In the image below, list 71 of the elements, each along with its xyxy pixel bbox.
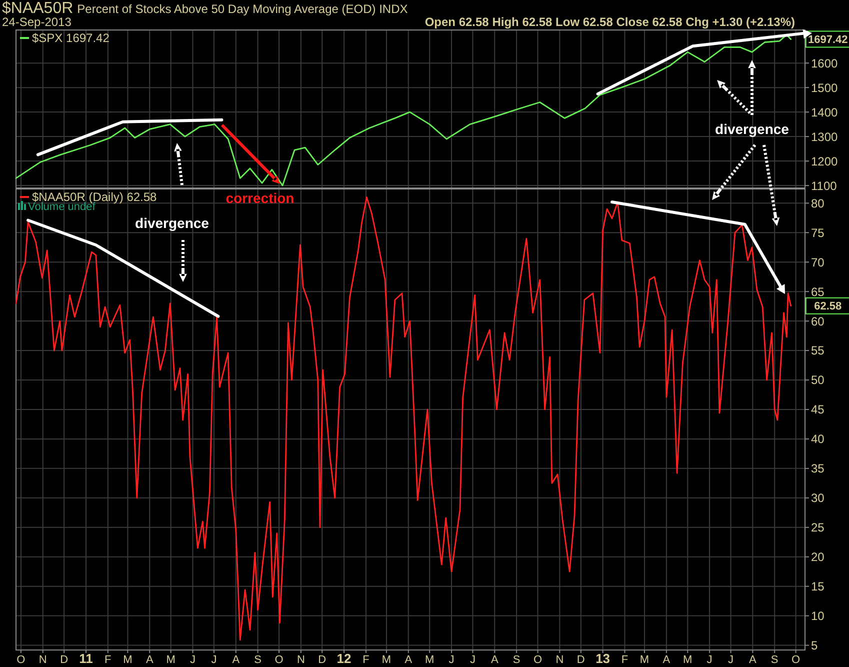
legend-label: $SPX 1697.42 [32, 31, 110, 45]
x-tick-label: A [662, 654, 671, 666]
x-tick-label: A [404, 654, 413, 666]
x-tick-label: J [448, 654, 454, 666]
x-tick-label: J [470, 654, 476, 666]
x-tick-label: 13 [596, 651, 610, 666]
y-tick-label: 55 [811, 344, 825, 358]
annotation: 62.58 [814, 300, 842, 313]
x-tick-label: 11 [79, 651, 93, 666]
y-tick-label: 35 [811, 462, 825, 476]
chart-title: $NAA50R [2, 0, 74, 17]
y-tick-label: 80 [811, 196, 825, 210]
x-tick-label: J [211, 654, 217, 666]
annotation: divergence [715, 121, 790, 137]
y-tick-label: 25 [811, 520, 825, 535]
y-tick-label: 15 [811, 580, 825, 594]
y-tick-label: 10 [811, 609, 825, 624]
x-tick-label: M [425, 654, 434, 666]
y-tick-label: 70 [811, 255, 825, 270]
x-tick-label: A [232, 654, 240, 666]
x-tick-label: A [146, 654, 154, 666]
y-tick-label: 65 [811, 284, 825, 299]
x-tick-label: F [362, 654, 370, 666]
x-tick-label: A [490, 654, 499, 666]
y-tick-label: 45 [811, 402, 825, 417]
y-tick-label: 20 [811, 550, 825, 564]
y-tick-label: 1100 [811, 178, 838, 193]
x-tick-label: N [296, 654, 305, 666]
annotation: 1697.42 [808, 34, 848, 46]
x-tick-label: A [749, 654, 758, 666]
x-tick-label: M [382, 654, 392, 666]
x-tick-label: D [60, 654, 68, 666]
annotation: divergence [135, 215, 210, 231]
x-tick-label: O [274, 654, 284, 666]
y-tick-label: 40 [811, 432, 825, 446]
text: Open 62.58 High 62.58 Low 62.58 Close 62.58 Chg +1.30 (+2.13%) [424, 15, 796, 29]
y-tick-label: 30 [811, 491, 825, 506]
x-tick-label: M [640, 654, 650, 666]
x-tick-label: M [166, 654, 176, 666]
line-series [15, 34, 792, 186]
y-tick-label: 1600 [811, 56, 838, 70]
x-tick-label: J [190, 654, 196, 666]
y-tick-label: 1300 [811, 130, 838, 144]
x-tick-label: O [16, 654, 26, 666]
y-tick-label: 50 [811, 373, 825, 388]
x-tick-label: S [254, 654, 262, 666]
y-tick-label: 1500 [811, 80, 838, 95]
x-tick-label: F [104, 654, 112, 666]
x-tick-label: J [706, 654, 712, 666]
annotation: correction [226, 190, 294, 206]
x-tick-label: D [318, 654, 326, 666]
x-tick-label: J [728, 654, 734, 666]
x-tick-label: M [123, 654, 132, 666]
chart-subtitle: Percent of Stocks Above 50 Day Moving Average (EOD) INDX [77, 2, 408, 16]
x-tick-label: 12 [336, 651, 352, 666]
x-tick-label: M [683, 654, 692, 666]
annotation: Volume undef [28, 201, 96, 213]
x-tick-label: S [512, 654, 520, 666]
x-tick-label: D [576, 654, 585, 666]
x-tick-label: F [621, 654, 628, 666]
x-tick-label: N [556, 654, 564, 666]
y-tick-label: 60 [811, 314, 825, 328]
y-tick-label: 1200 [811, 154, 838, 168]
x-tick-label: O [792, 654, 801, 666]
x-tick-label: O [533, 654, 542, 666]
x-tick-label: N [38, 654, 47, 666]
y-tick-label: 5 [811, 638, 818, 652]
y-tick-label: 1400 [811, 105, 838, 120]
text: 24-Sep-2013 [2, 15, 72, 29]
x-tick-label: S [770, 654, 778, 666]
y-tick-label: 75 [811, 226, 825, 240]
